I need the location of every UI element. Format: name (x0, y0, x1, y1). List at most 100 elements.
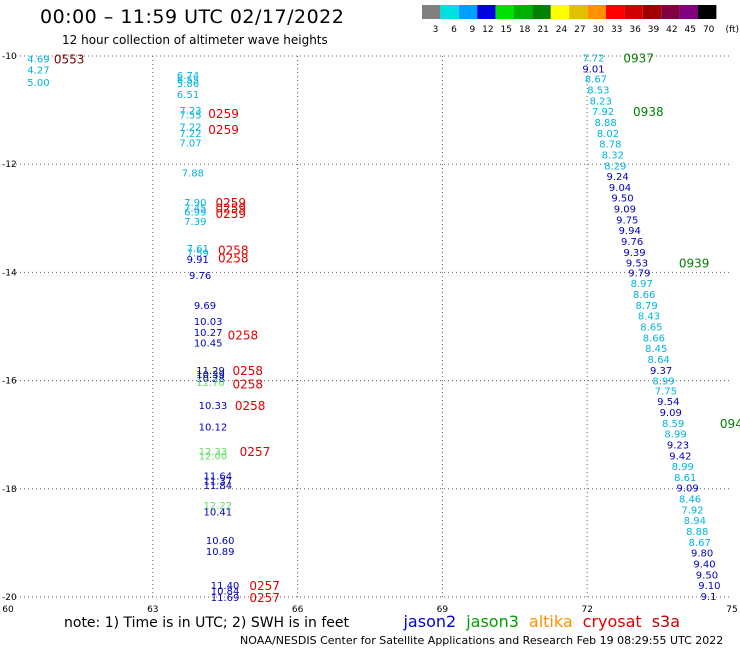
legend-swatch-30 (587, 5, 606, 19)
note-text: note: 1) Time is in UTC; 2) SWH is in fe… (64, 615, 350, 631)
swh-point: 8.79 (635, 301, 657, 312)
pass-time-label: 0259 (208, 123, 239, 137)
legend-label-9: 9 (469, 25, 475, 35)
swh-point: 5.00 (27, 78, 49, 89)
swh-point: 9.50 (611, 194, 633, 205)
swh-point: 8.94 (684, 516, 706, 527)
legend-swatch-33 (606, 5, 625, 19)
swh-point: 9.53 (626, 259, 648, 270)
axis-ticks: 60 63 66 69 72 75 -10 -12 -14 -16 -18 -20 (2, 52, 738, 615)
swh-point: 8.61 (674, 473, 696, 484)
swh-point: 8.99 (664, 430, 686, 441)
color-legend: 3 6 9 12 15 18 21 24 27 30 33 36 39 42 45 70 (ft) (422, 5, 739, 35)
legend-swatch-70 (698, 5, 717, 19)
swh-point: 9.01 (582, 64, 604, 75)
swh-point: 9.37 (650, 366, 672, 377)
swh-point: 12.33 (199, 447, 228, 458)
pass-time-label: 0938 (633, 105, 664, 119)
legend-swatch-9 (458, 5, 478, 19)
legend-label-18: 18 (519, 25, 531, 35)
swh-point: 9.39 (623, 248, 645, 259)
swh-point: 10.03 (194, 317, 223, 328)
legend-label-30: 30 (593, 25, 605, 35)
legend-label-42: 42 (666, 25, 677, 35)
satellite-s3a: s3a (651, 612, 681, 631)
y-tick-label: -10 (2, 52, 17, 62)
swh-point: 6.99 (184, 207, 206, 218)
pass-time-label: 0259 (216, 201, 247, 215)
legend-swatch-24 (550, 5, 570, 19)
y-tick-label: -14 (2, 268, 17, 278)
swh-point: 7.90 (184, 198, 206, 209)
swh-point: 5.86 (177, 79, 199, 90)
x-tick-label: 63 (147, 605, 158, 615)
swh-point: 10.89 (206, 547, 235, 558)
swh-point: 6.55 (177, 75, 199, 86)
legend-swatch-42 (661, 5, 680, 19)
pass-time-label: 0258 (218, 251, 249, 265)
swh-point: 9.1 (701, 592, 717, 603)
swh-point: 8.46 (679, 495, 701, 506)
legend-label-12: 12 (482, 25, 493, 35)
legend-swatch-3 (422, 5, 441, 19)
swh-point: 11.69 (211, 593, 240, 604)
swh-point: 7.23 (179, 106, 201, 117)
swh-point: 11.64 (203, 471, 232, 482)
chart-subtitle: 12 hour collection of altimeter wave hei… (62, 33, 328, 47)
legend-swatch-18 (514, 5, 533, 19)
swh-point: 8.43 (638, 312, 660, 323)
swh-point: 9.80 (691, 549, 713, 560)
swh-point: 6.74 (177, 71, 199, 82)
swh-point: 7.88 (182, 168, 204, 179)
legend-swatch-15 (495, 5, 514, 19)
y-tick-label: -20 (2, 593, 17, 603)
legend-swatch-36 (624, 5, 643, 19)
swh-point: 10.60 (206, 536, 235, 547)
pass-time-label: 0937 (623, 52, 654, 66)
swh-point: 4.69 (27, 55, 49, 66)
swh-point: 10.39 (196, 370, 225, 381)
swh-point: 7.59 (187, 248, 209, 259)
x-tick-label: 66 (292, 605, 304, 615)
swh-point: 8.45 (645, 344, 667, 355)
legend-label-39: 39 (648, 25, 660, 35)
legend-label-15: 15 (501, 25, 512, 35)
y-tick-label: -18 (2, 485, 17, 495)
legend-label-6: 6 (451, 25, 457, 35)
swh-point: 9.42 (669, 451, 691, 462)
swh-point: 8.67 (689, 538, 711, 549)
swh-point: 10.41 (203, 508, 232, 519)
swh-point: 12.22 (203, 501, 232, 512)
swh-point: 7.72 (582, 54, 604, 65)
swh-point: 8.65 (640, 323, 662, 334)
swh-point: 9.91 (187, 255, 209, 266)
swh-point: 9.09 (676, 484, 698, 495)
swh-point: 8.88 (594, 118, 616, 129)
footer-credit: NOAA/NESDIS Center for Satellite Applica… (240, 634, 724, 647)
swh-point: 8.78 (599, 140, 621, 151)
swh-point: 9.79 (628, 268, 650, 279)
swh-point: 7.92 (681, 505, 703, 516)
swh-point: 9.24 (607, 172, 629, 183)
swh-point: 8.29 (604, 161, 626, 172)
pass-time-label: 0259 (208, 107, 239, 121)
x-tick-label: 75 (726, 605, 737, 615)
swh-point: 11.84 (203, 481, 232, 492)
grid (8, 55, 732, 598)
swh-point: 9.40 (693, 559, 715, 570)
swh-point: 8.66 (633, 290, 655, 301)
legend-label-45: 45 (685, 25, 696, 35)
swh-point: 9.75 (616, 215, 638, 226)
swh-point: 8.97 (631, 279, 653, 290)
legend-swatch-6 (440, 5, 459, 19)
swh-point: 9.50 (696, 570, 718, 581)
legend-label-70: 70 (703, 25, 715, 35)
swh-point: 11.37 (203, 477, 232, 488)
pass-time-label: 0257 (249, 591, 280, 605)
pass-time-label: 0258 (232, 364, 263, 378)
swh-point: 11.40 (211, 581, 240, 592)
swh-point: 9.94 (619, 226, 641, 237)
swh-point: 7.07 (179, 139, 201, 150)
swh-point: 8.99 (652, 377, 674, 388)
chart-title: 00:00 – 11:59 UTC 02/17/2022 (40, 6, 345, 28)
